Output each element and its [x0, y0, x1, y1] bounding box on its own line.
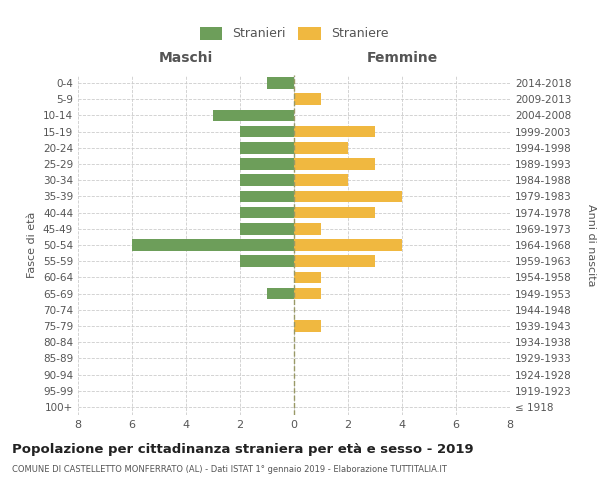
Text: Femmine: Femmine — [367, 51, 437, 65]
Bar — [240, 158, 294, 170]
Bar — [213, 110, 294, 122]
Bar — [240, 223, 294, 234]
Bar — [267, 78, 294, 89]
Y-axis label: Fasce di età: Fasce di età — [28, 212, 37, 278]
Bar — [294, 320, 321, 332]
Bar — [240, 142, 294, 154]
Legend: Stranieri, Straniere: Stranieri, Straniere — [200, 27, 388, 40]
Bar — [294, 207, 375, 218]
Bar — [240, 207, 294, 218]
Text: COMUNE DI CASTELLETTO MONFERRATO (AL) - Dati ISTAT 1° gennaio 2019 - Elaborazion: COMUNE DI CASTELLETTO MONFERRATO (AL) - … — [12, 465, 447, 474]
Bar — [294, 126, 375, 138]
Bar — [294, 190, 402, 202]
Bar — [240, 190, 294, 202]
Bar — [267, 288, 294, 300]
Bar — [294, 223, 321, 234]
Bar — [294, 272, 321, 283]
Bar — [132, 239, 294, 251]
Bar — [240, 174, 294, 186]
Bar — [240, 256, 294, 267]
Bar — [294, 256, 375, 267]
Bar — [294, 142, 348, 154]
Y-axis label: Anni di nascita: Anni di nascita — [586, 204, 596, 286]
Bar — [294, 174, 348, 186]
Text: Maschi: Maschi — [159, 51, 213, 65]
Bar — [240, 126, 294, 138]
Bar — [294, 158, 375, 170]
Text: Popolazione per cittadinanza straniera per età e sesso - 2019: Popolazione per cittadinanza straniera p… — [12, 442, 473, 456]
Bar — [294, 94, 321, 105]
Bar — [294, 288, 321, 300]
Bar — [294, 239, 402, 251]
